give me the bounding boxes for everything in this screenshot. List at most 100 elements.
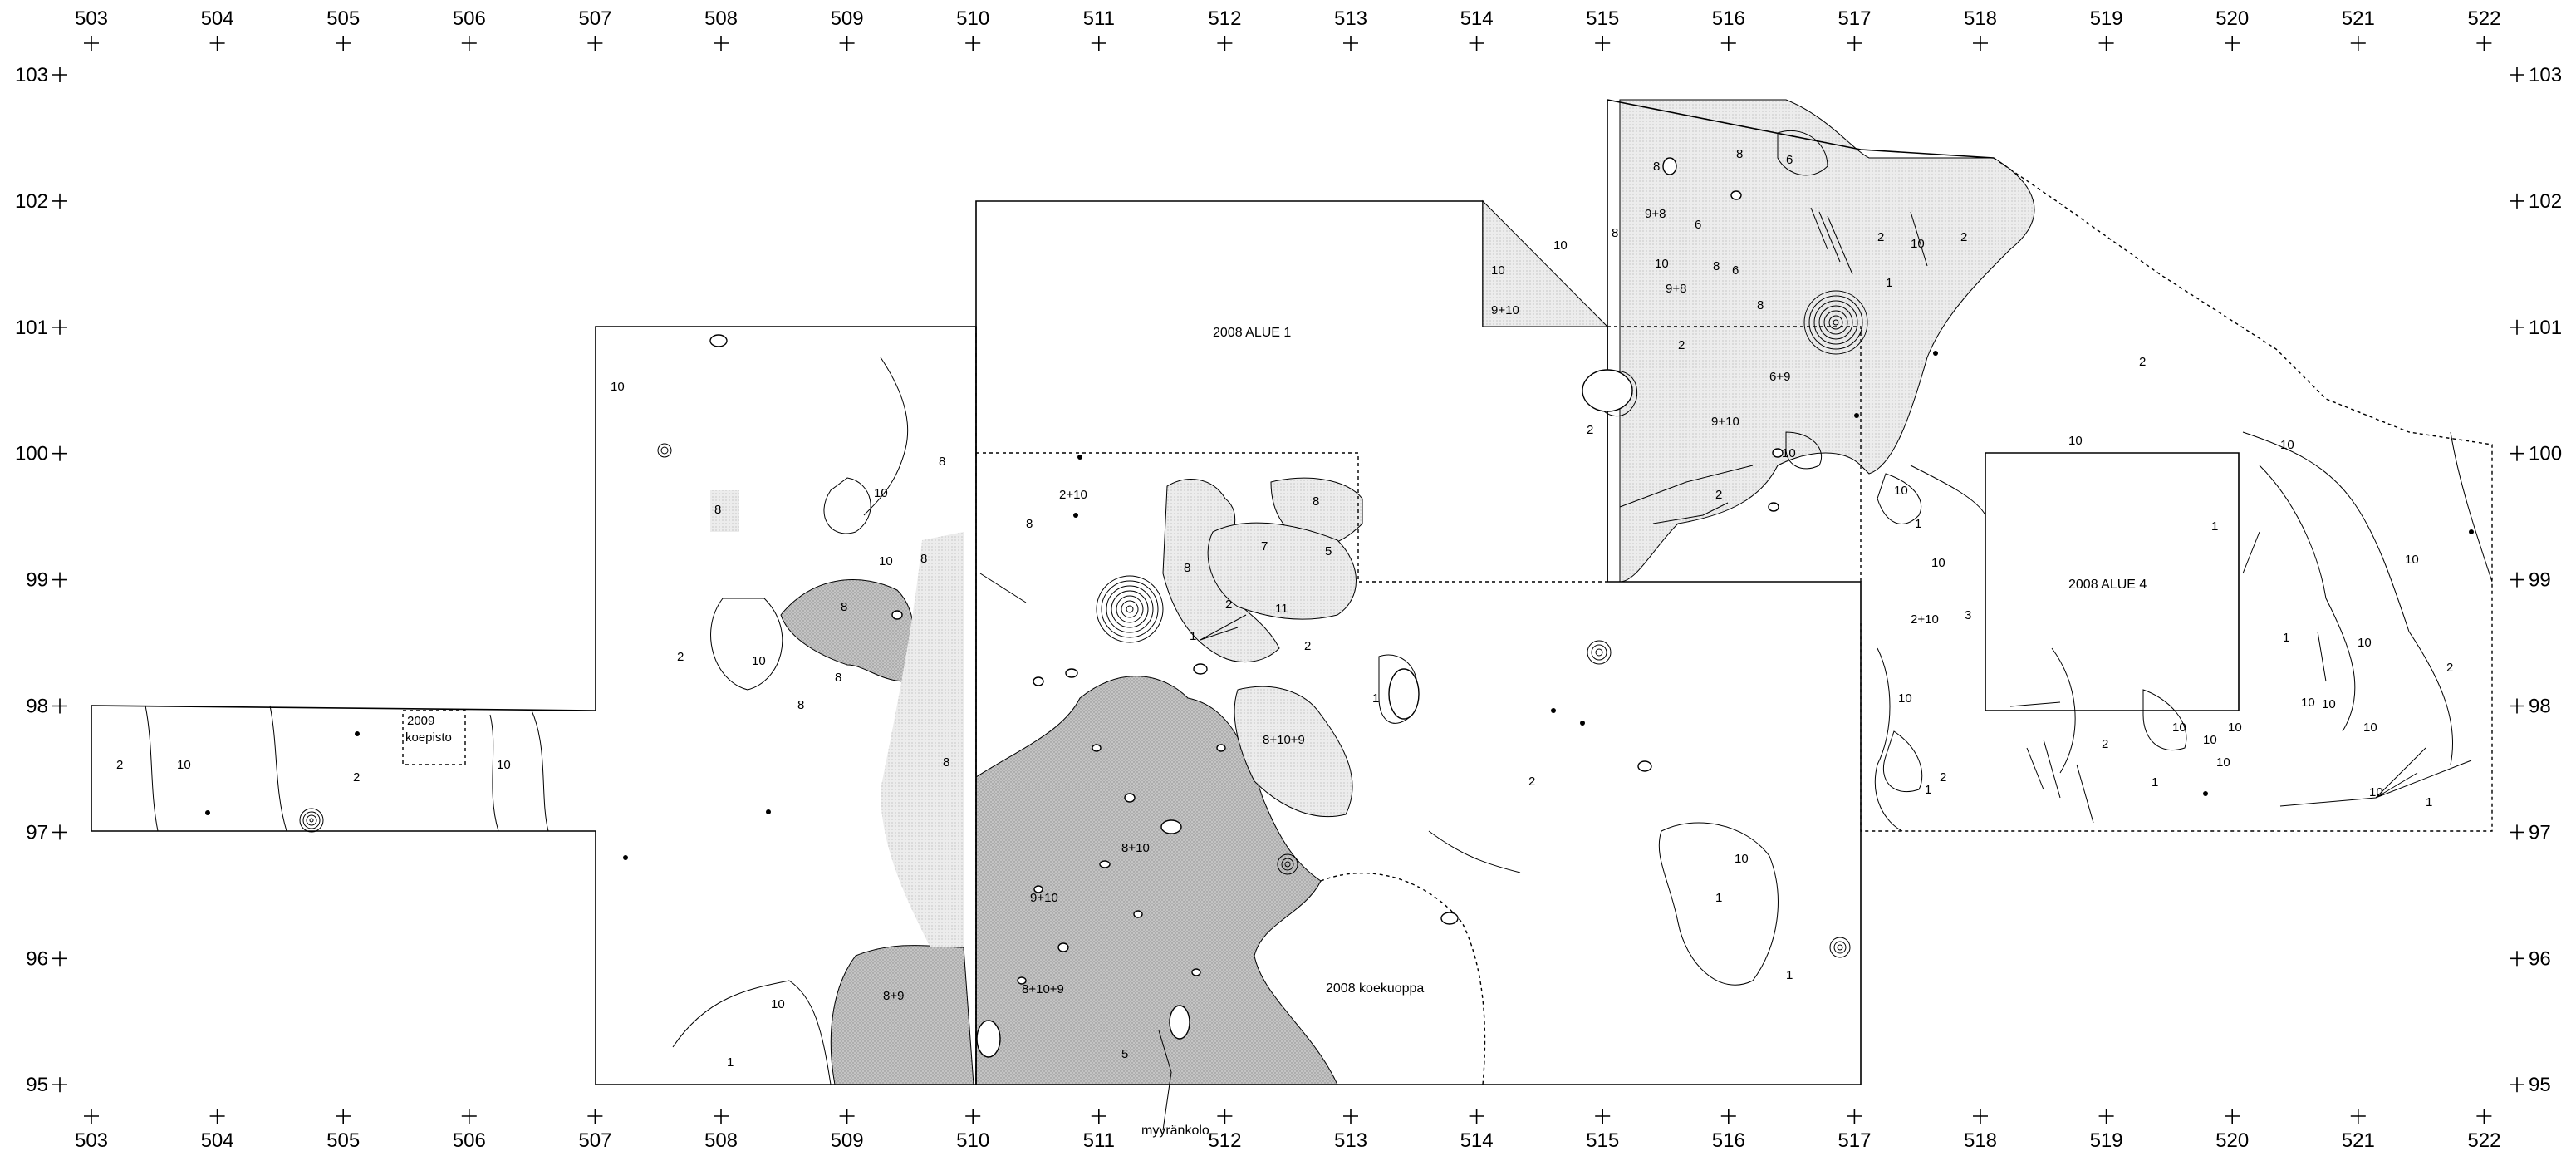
dense-zone-upper (780, 579, 915, 682)
y-tick-label: 96 (2529, 947, 2551, 970)
zone-label: 1 (1190, 629, 1196, 643)
y-tick-label: 97 (2529, 821, 2551, 844)
zone-label: 1 (2426, 795, 2432, 809)
ring-east-1 (1587, 640, 1612, 665)
zone-label: 2 (2446, 661, 2453, 675)
area-label-alue1: 2008 ALUE 1 (1213, 326, 1291, 340)
y-tick-label: 96 (26, 947, 48, 970)
zone-label: 10 (2301, 696, 2315, 710)
x-tick-label: 515 (1586, 7, 1619, 30)
y-tick-label: 100 (2529, 443, 2562, 465)
light-zone-north (1619, 99, 2035, 583)
y-tick-label: 98 (2529, 696, 2551, 718)
light-zone-center-top (1162, 479, 1280, 663)
zone-label: 2 (1877, 230, 1884, 244)
zone-label: 3 (1965, 608, 1971, 622)
zone-label: 9+8 (1666, 282, 1686, 296)
x-tick-label: 516 (1712, 1129, 1745, 1151)
zone-label: 10 (2172, 721, 2186, 735)
zone-label: 10 (2358, 636, 2372, 650)
zone-label: 8 (1653, 160, 1660, 174)
zone-label: 8 (939, 455, 945, 469)
zone-label: 8+10+9 (1263, 733, 1305, 747)
x-tick-label: 514 (1460, 1129, 1494, 1151)
ring-small-west (657, 443, 672, 458)
zone-label: 9+8 (1645, 207, 1666, 221)
x-tick-label: 509 (831, 7, 864, 30)
zone-label: 1 (1925, 783, 1931, 797)
y-tick-label: 103 (2529, 64, 2562, 86)
x-tick-label: 505 (326, 7, 360, 30)
x-tick-label: 512 (1208, 7, 1241, 30)
x-tick-label: 506 (453, 1129, 486, 1151)
zone-label: 8 (1612, 226, 1618, 240)
ring-east-2 (1829, 937, 1851, 958)
light-zone-west-strip (881, 532, 964, 947)
zone-label: 1 (2152, 775, 2158, 789)
x-tick-label: 503 (75, 7, 108, 30)
zone-labels: 10 2 10 2 10 10 8 10 8 8 8 8 2 10 8 8 10… (116, 147, 2453, 1070)
light-zone-center-mid (1234, 686, 1353, 818)
x-tick-label: 505 (326, 1129, 360, 1151)
excavation-outlines (91, 99, 2493, 1085)
zone-label: 2 (353, 770, 360, 785)
y-tick-label: 95 (2529, 1074, 2551, 1096)
zone-label: 1 (1915, 517, 1921, 531)
x-tick-label: 510 (956, 1129, 989, 1151)
x-tick-label: 503 (75, 1129, 108, 1151)
zone-label: 2 (1528, 775, 1535, 789)
zone-label: 9+10 (1030, 891, 1058, 905)
zone-label: 10 (1655, 257, 1669, 271)
zone-label: 5 (1325, 544, 1332, 558)
ring-west (299, 808, 324, 833)
zone-label: 10 (2322, 697, 2336, 711)
area-4-outline (1985, 452, 2240, 711)
light-zone-ring (1207, 522, 1357, 620)
zone-label: 1 (1886, 276, 1892, 290)
area-label-koekuoppa: 2008 koekuoppa (1326, 981, 1424, 996)
zone-label: 8 (714, 503, 721, 517)
zone-label: 10 (2068, 434, 2083, 448)
zone-label: 1 (727, 1055, 734, 1070)
zone-label: 6 (1695, 218, 1701, 232)
zone-label: 10 (2203, 733, 2217, 747)
zone-label: 2 (2102, 737, 2108, 751)
x-axis-labels-bottom: 503 504 505 506 507 508 509 510 511 512 513 514 515 5… (75, 1129, 2500, 1151)
zone-label: 10 (2405, 553, 2419, 567)
zone-label: 7 (1261, 539, 1268, 553)
x-tick-label: 514 (1460, 7, 1494, 30)
zone-label: 8 (1184, 561, 1190, 575)
koepisto-outline (402, 710, 466, 765)
zone-label: 10 (1931, 556, 1945, 570)
triangle-patch (1482, 199, 1609, 327)
x-tick-label: 508 (704, 7, 738, 30)
x-tick-label: 508 (704, 1129, 738, 1151)
zone-label: 10 (771, 997, 785, 1011)
y-tick-label: 101 (15, 317, 48, 339)
zone-label: 10 (2228, 721, 2242, 735)
zone-label: 10 (879, 554, 893, 568)
zone-label: 2 (116, 758, 123, 772)
zone-label: 10 (874, 486, 888, 500)
zone-label: 8+10+9 (1022, 982, 1064, 996)
large-ring-center (1096, 575, 1164, 643)
zone-label: 1 (2283, 631, 2289, 645)
x-tick-label: 516 (1712, 7, 1745, 30)
x-tick-label: 513 (1334, 7, 1367, 30)
zone-label: 8 (835, 671, 841, 685)
grid-crosses (52, 36, 2524, 1124)
ring-features (299, 290, 1868, 958)
linear-features (979, 207, 2472, 1131)
x-tick-label: 507 (578, 7, 611, 30)
stones (205, 157, 2474, 1058)
zone-label: 10 (752, 654, 766, 668)
x-tick-label: 504 (201, 7, 234, 30)
zone-label: 10 (1735, 852, 1749, 866)
zone-label: 1 (2211, 519, 2218, 534)
x-tick-label: 511 (1083, 1129, 1115, 1151)
zone-label: 10 (497, 758, 511, 772)
zone-label: 8 (920, 552, 927, 566)
zone-label: 2 (1940, 770, 1946, 785)
zone-label: 6+9 (1769, 370, 1790, 384)
x-tick-label: 509 (831, 1129, 864, 1151)
